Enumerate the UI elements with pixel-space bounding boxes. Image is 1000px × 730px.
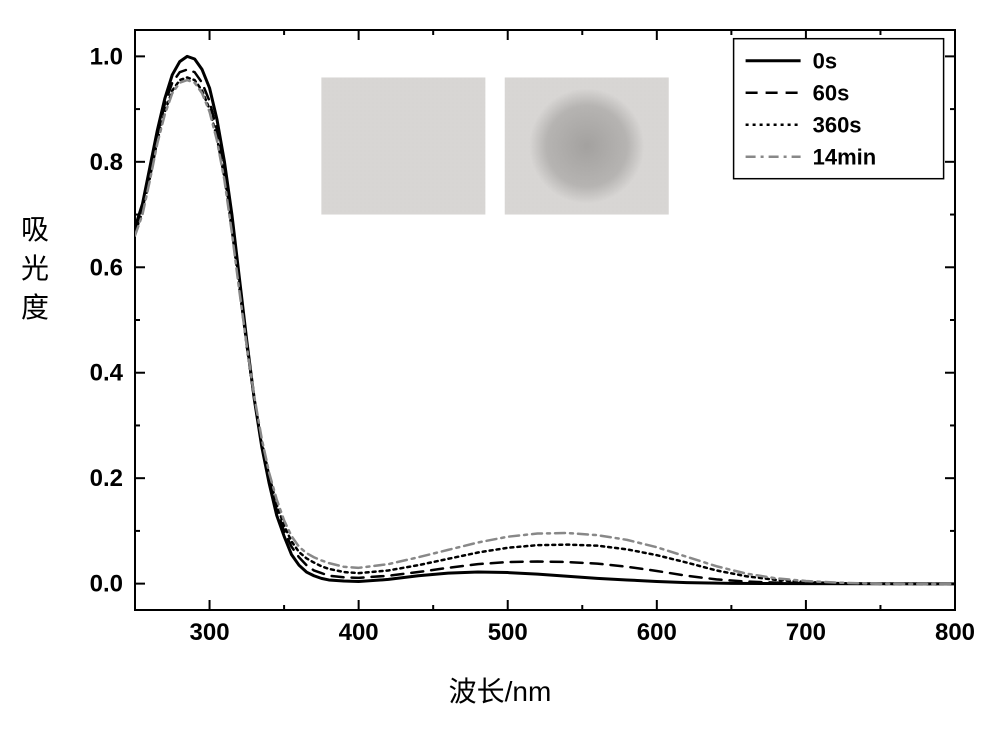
x-tick-label: 500 xyxy=(488,619,528,646)
before-image xyxy=(321,77,485,214)
x-tick-label: 600 xyxy=(637,619,677,646)
y-tick-label: 1.0 xyxy=(90,43,123,70)
y-tick-label: 0.0 xyxy=(90,571,123,598)
absorbance-spectrum-chart: 300 400 500 600 700 800 0.0 0.2 0.4 0.6 0.8 1.0 0s 60… xyxy=(60,10,980,670)
legend-label-360s: 360s xyxy=(813,113,862,138)
x-tick-label: 300 xyxy=(190,619,230,646)
x-tick-label: 400 xyxy=(339,619,379,646)
figure-container: 吸光度 波长/nm 300 400 500 600 700 800 0.0 0.2 0.4 0.6… xyxy=(0,0,1000,730)
x-tick-label: 700 xyxy=(786,619,826,646)
y-axis-label: 吸光度 xyxy=(20,210,50,328)
x-axis-label: 波长/nm xyxy=(0,670,1000,710)
y-tick-label: 0.8 xyxy=(90,149,123,176)
legend-label-0s: 0s xyxy=(813,49,837,74)
legend-label-14min: 14min xyxy=(813,145,877,170)
y-tick-label: 0.6 xyxy=(90,254,123,281)
y-tick-label: 0.4 xyxy=(90,360,124,387)
y-tick-label: 0.2 xyxy=(90,465,123,492)
legend-label-60s: 60s xyxy=(813,81,850,106)
after-image xyxy=(505,77,669,214)
x-tick-label: 800 xyxy=(935,619,975,646)
